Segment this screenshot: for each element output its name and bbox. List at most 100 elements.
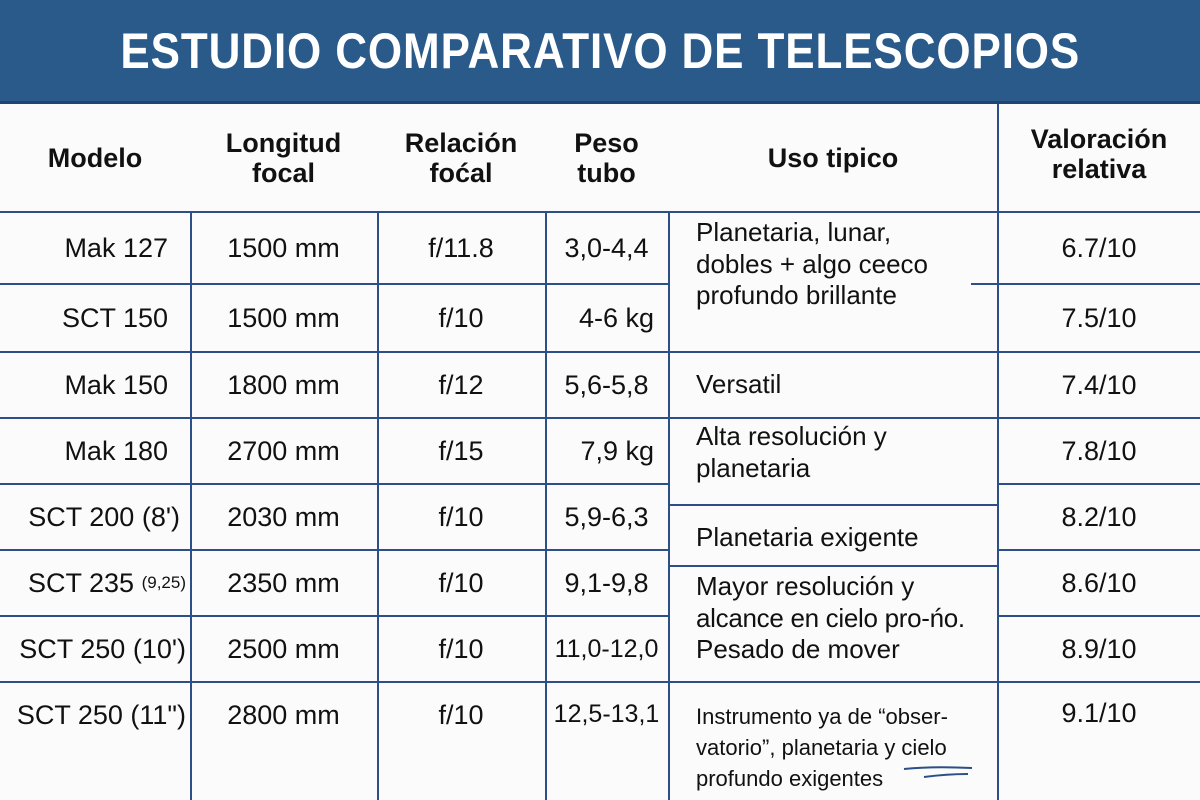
header-label: Peso	[574, 127, 639, 158]
modelo-text: SCT 250	[19, 633, 126, 664]
cell-valoracion: 6.7/10	[998, 213, 1200, 283]
cell-longitud: 2800 mm	[190, 683, 377, 800]
peso-text: 9,1-9,8	[564, 567, 649, 598]
divider	[0, 351, 1200, 353]
modelo-text: SCT 200	[28, 501, 135, 532]
cell-peso: 5,9-6,3	[545, 485, 668, 549]
peso-text: 12,5-13,1	[553, 700, 660, 728]
relacion-text: f/12	[438, 369, 484, 400]
divider	[377, 212, 379, 800]
header-label: focal	[251, 158, 316, 188]
modelo-text: Mak 127	[64, 232, 168, 263]
uso-text: Versatil	[696, 369, 782, 400]
scribble-mark	[903, 766, 973, 778]
relacion-text: f/10	[438, 567, 484, 598]
valoracion-text: 7.5/10	[1061, 302, 1137, 333]
header-label: tubo	[577, 158, 636, 188]
cell-modelo: Mak 180	[0, 419, 190, 483]
longitud-text: 2700 mm	[227, 435, 340, 466]
relacion-text: f/10	[438, 501, 484, 532]
valoracion-text: 9.1/10	[1061, 698, 1137, 728]
header-label: Valoración	[1030, 123, 1168, 154]
header-label: Uso tipico	[767, 142, 899, 173]
valoracion-text: 8.2/10	[1061, 501, 1137, 532]
cell-valoracion: 7.4/10	[998, 353, 1200, 417]
cell-longitud: 2700 mm	[190, 419, 377, 483]
longitud-text: 1800 mm	[227, 369, 340, 400]
modelo-text: Mak 180	[64, 435, 168, 466]
longitud-text: 1500 mm	[227, 302, 340, 333]
uso-text: dobles + algo ceeco	[696, 248, 929, 279]
peso-text: 7,9 kg	[580, 435, 654, 466]
header-uso: Uso tipico	[668, 104, 998, 212]
relacion-text: f/15	[438, 435, 484, 466]
title-banner: ESTUDIO COMPARATIVO DE TELESCOPIOS	[0, 0, 1200, 104]
divider	[668, 212, 670, 800]
relacion-text: f/10	[438, 633, 484, 664]
modelo-note: (9,25)	[141, 572, 186, 592]
cell-relacion: f/12	[377, 353, 545, 417]
uso-cell: Alta resolución y planetaria	[670, 419, 997, 504]
cell-valoracion: 7.8/10	[998, 419, 1200, 483]
header-label: Relación	[404, 127, 518, 158]
relacion-text: f/10	[438, 700, 484, 730]
modelo-note: (8')	[141, 501, 180, 532]
divider	[0, 283, 669, 285]
cell-longitud: 1500 mm	[190, 213, 377, 283]
uso-text: planetaria	[696, 452, 811, 483]
longitud-text: 1500 mm	[227, 232, 340, 263]
modelo-text: SCT 250	[16, 700, 123, 730]
uso-cell: Mayor resolución y alcance en cielo pro-…	[670, 567, 997, 681]
uso-cell: Planetaria exigente	[670, 506, 997, 565]
header-longitud: Longitud focal	[190, 104, 377, 212]
header-modelo: Modelo	[0, 104, 190, 212]
header-valoracion: Valoración relativa	[998, 104, 1200, 212]
cell-modelo: SCT 235 (9,25)	[0, 551, 190, 615]
header-label: foćal	[429, 158, 493, 188]
uso-text: Mayor resolución y	[696, 571, 915, 601]
valoracion-text: 7.8/10	[1061, 435, 1137, 466]
header-peso: Peso tubo	[545, 104, 668, 212]
valoracion-text: 8.9/10	[1061, 633, 1137, 664]
longitud-text: 2800 mm	[227, 700, 340, 730]
page-title: ESTUDIO COMPARATIVO DE TELESCOPIOS	[120, 22, 1080, 79]
divider	[669, 565, 998, 567]
cell-valoracion: 9.1/10	[998, 683, 1200, 800]
cell-longitud: 1500 mm	[190, 285, 377, 351]
cell-valoracion: 8.2/10	[998, 485, 1200, 549]
uso-text: vatorio”, planetaria y cielo	[696, 735, 947, 761]
longitud-text: 2500 mm	[227, 633, 340, 664]
cell-valoracion: 7.5/10	[998, 285, 1200, 351]
divider	[0, 615, 669, 617]
divider	[0, 211, 1200, 213]
valoracion-text: 7.4/10	[1061, 369, 1137, 400]
uso-text: Alta resolución y	[696, 421, 887, 451]
valoracion-text: 6.7/10	[1061, 232, 1137, 263]
cell-relacion: f/10	[377, 285, 545, 351]
cell-longitud: 2500 mm	[190, 617, 377, 681]
cell-peso: 5,6-5,8	[545, 353, 668, 417]
cell-relacion: f/15	[377, 419, 545, 483]
divider	[190, 212, 192, 800]
longitud-text: 2350 mm	[227, 567, 340, 598]
peso-text: 4-6 kg	[578, 302, 654, 333]
cell-peso: 11,0-12,0	[545, 617, 668, 681]
uso-cell: Planetaria, lunar, dobles + algo ceeco p…	[670, 213, 970, 351]
uso-cell: Instrumento ya de “obser- vatorio”, plan…	[670, 683, 997, 800]
cell-modelo: SCT 250 (10')	[0, 617, 190, 681]
cell-relacion: f/10	[377, 551, 545, 615]
uso-text: alcance en cielo pro-ńo.	[696, 602, 965, 633]
uso-text: profundo exigentes	[696, 766, 884, 792]
divider	[971, 283, 1200, 285]
cell-modelo: Mak 150	[0, 353, 190, 417]
divider	[998, 615, 1200, 617]
cell-relacion: f/10	[377, 485, 545, 549]
cell-modelo: Mak 127	[0, 213, 190, 283]
divider	[997, 104, 999, 800]
uso-text: Planetaria exigente	[696, 521, 919, 552]
cell-longitud: 1800 mm	[190, 353, 377, 417]
modelo-note: (11")	[130, 700, 186, 730]
uso-text: profundo brillante	[696, 280, 897, 311]
cell-peso: 9,1-9,8	[545, 551, 668, 615]
peso-text: 5,9-6,3	[564, 501, 649, 532]
